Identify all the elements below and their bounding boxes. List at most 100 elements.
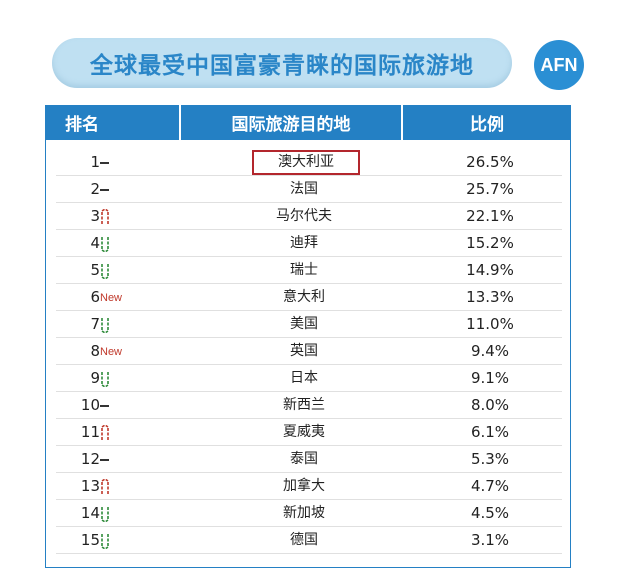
trend-same-icon xyxy=(100,161,109,164)
row-divider xyxy=(56,364,562,365)
destination-cell: 瑞士 xyxy=(290,262,318,278)
share-cell: 4.5% xyxy=(470,504,510,522)
share-cell: 4.7% xyxy=(470,477,510,495)
rank-cell: 6 xyxy=(90,288,100,306)
trend-up-icon xyxy=(101,208,109,224)
rank-cell: 13 xyxy=(80,477,100,495)
trend-same-icon xyxy=(100,188,109,191)
row-divider xyxy=(56,310,562,311)
rank-cell: 14 xyxy=(80,504,100,522)
destination-cell-highlighted: 澳大利亚 xyxy=(252,150,360,175)
destination-cell: 夏威夷 xyxy=(283,424,325,440)
share-cell: 13.3% xyxy=(466,288,514,306)
table-row: 14 新加坡 4.5% xyxy=(46,500,570,527)
trend-cell: New xyxy=(100,284,122,311)
share-cell: 5.3% xyxy=(470,450,510,468)
row-divider xyxy=(56,229,562,230)
header-destination: 国际旅游目的地 xyxy=(181,105,401,140)
row-divider xyxy=(56,445,562,446)
trend-down-icon xyxy=(101,371,109,387)
table-row: 3 马尔代夫 22.1% xyxy=(46,203,570,230)
trend-cell xyxy=(100,419,110,446)
table-row: 4 迪拜 15.2% xyxy=(46,230,570,257)
destination-cell: 马尔代夫 xyxy=(276,208,332,224)
share-cell: 11.0% xyxy=(466,315,514,333)
row-divider xyxy=(56,553,562,554)
table-row: 12 泰国 5.3% xyxy=(46,446,570,473)
page-title: 全球最受中国富豪青睐的国际旅游地 xyxy=(90,53,474,79)
rank-cell: 2 xyxy=(90,180,100,198)
header-share: 比例 xyxy=(403,105,571,140)
table-row: 7 美国 11.0% xyxy=(46,311,570,338)
table-row: 6 New 意大利 13.3% xyxy=(46,284,570,311)
row-divider xyxy=(56,337,562,338)
rank-cell: 5 xyxy=(90,261,100,279)
trend-down-icon xyxy=(101,236,109,252)
row-divider xyxy=(56,526,562,527)
share-cell: 15.2% xyxy=(466,234,514,252)
table-bottom-rule xyxy=(45,567,571,568)
trend-cell xyxy=(100,473,110,500)
trend-cell xyxy=(100,365,110,392)
rank-cell: 8 xyxy=(90,342,100,360)
row-divider xyxy=(56,391,562,392)
destination-cell: 美国 xyxy=(290,316,318,332)
rank-cell: 7 xyxy=(90,315,100,333)
rank-cell: 12 xyxy=(80,450,100,468)
rank-cell: 15 xyxy=(80,531,100,549)
table-row: 5 瑞士 14.9% xyxy=(46,257,570,284)
destination-cell: 英国 xyxy=(290,343,318,359)
rank-cell: 11 xyxy=(80,423,100,441)
trend-cell xyxy=(100,230,110,257)
trend-cell xyxy=(100,446,109,473)
trend-cell xyxy=(100,311,110,338)
row-divider xyxy=(56,175,562,176)
trend-cell xyxy=(100,527,110,554)
rank-cell: 4 xyxy=(90,234,100,252)
row-divider xyxy=(56,202,562,203)
destination-cell: 日本 xyxy=(290,370,318,386)
trend-cell xyxy=(100,392,109,419)
trend-down-icon xyxy=(101,317,109,333)
table-row: 10 新西兰 8.0% xyxy=(46,392,570,419)
row-divider xyxy=(56,283,562,284)
rank-cell: 1 xyxy=(90,153,100,171)
table-body: 1 澳大利亚 26.5% 2 法国 25.7% 3 马尔代夫 22.1% 4 迪拜 15.2% 5 瑞士 1… xyxy=(46,149,570,554)
trend-same-icon xyxy=(100,458,109,461)
destination-cell: 德国 xyxy=(290,532,318,548)
trend-cell xyxy=(100,500,110,527)
share-cell: 25.7% xyxy=(466,180,514,198)
trend-cell xyxy=(100,176,109,203)
rank-cell: 9 xyxy=(90,369,100,387)
rank-cell: 3 xyxy=(90,207,100,225)
trend-up-icon xyxy=(101,478,109,494)
table-row: 8 New 英国 9.4% xyxy=(46,338,570,365)
share-cell: 9.4% xyxy=(470,342,510,360)
trend-cell xyxy=(100,203,110,230)
trend-cell xyxy=(100,149,109,176)
trend-down-icon xyxy=(101,263,109,279)
rank-cell: 10 xyxy=(80,396,100,414)
destination-cell: 法国 xyxy=(290,181,318,197)
table-row: 11 夏威夷 6.1% xyxy=(46,419,570,446)
table-row: 2 法国 25.7% xyxy=(46,176,570,203)
share-cell: 9.1% xyxy=(470,369,510,387)
destination-cell: 泰国 xyxy=(290,451,318,467)
share-cell: 8.0% xyxy=(470,396,510,414)
row-divider xyxy=(56,418,562,419)
trend-same-icon xyxy=(100,404,109,407)
destination-cell: 加拿大 xyxy=(283,478,325,494)
row-divider xyxy=(56,472,562,473)
row-divider xyxy=(56,256,562,257)
trend-new-badge: New xyxy=(100,291,123,304)
trend-down-icon xyxy=(101,506,109,522)
trend-cell: New xyxy=(100,338,122,365)
destination-cell: 新加坡 xyxy=(283,505,325,521)
destination-cell: 意大利 xyxy=(283,289,325,305)
table-row: 9 日本 9.1% xyxy=(46,365,570,392)
title-banner: 全球最受中国富豪青睐的国际旅游地 xyxy=(52,38,512,88)
trend-new-badge: New xyxy=(100,345,123,358)
table-row: 15 德国 3.1% xyxy=(46,527,570,554)
trend-down-icon xyxy=(101,533,109,549)
destination-cell: 新西兰 xyxy=(283,397,325,413)
